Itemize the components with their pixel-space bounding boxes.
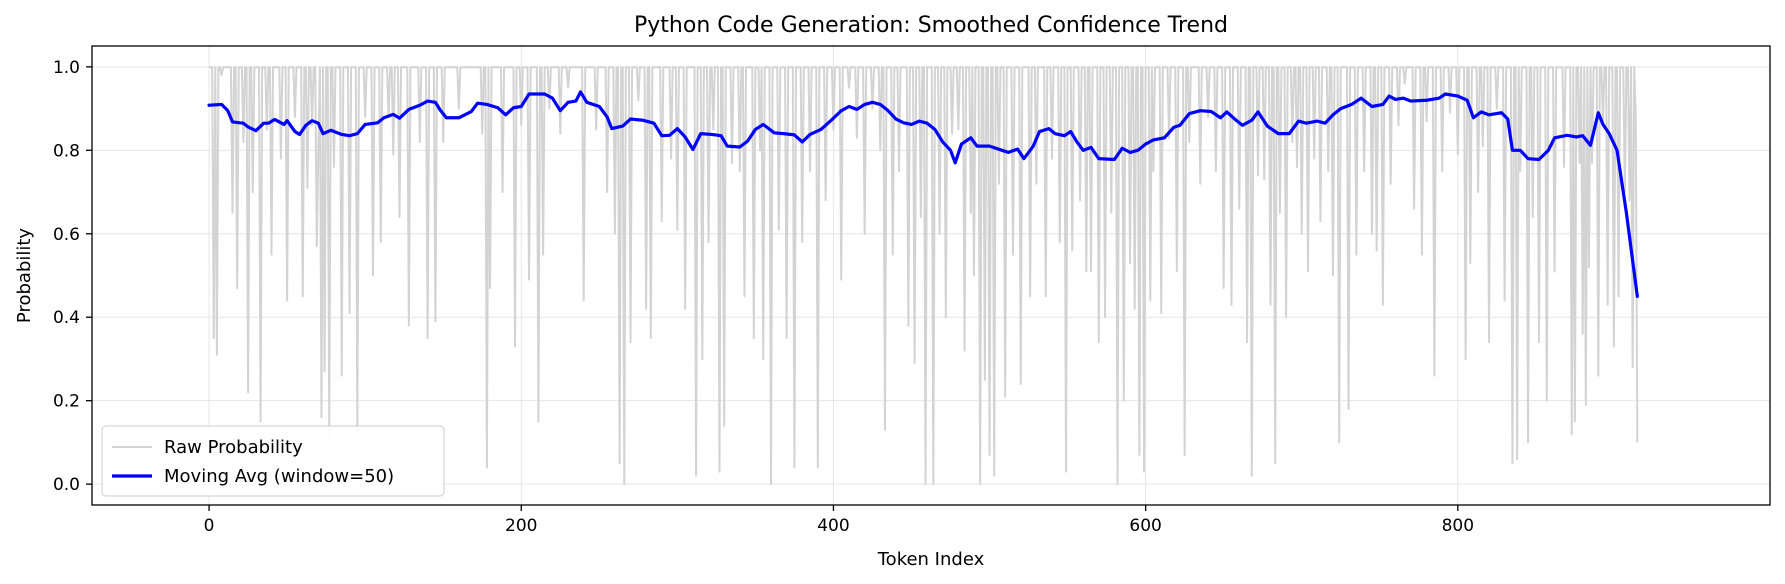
legend-box (101, 425, 445, 497)
y-tick-label: 0.2 (53, 392, 80, 412)
y-tick-label: 0.4 (53, 308, 80, 328)
legend-entry: Moving Avg (window=50) (164, 466, 394, 487)
x-axis-title: Token Index (877, 549, 985, 570)
plot-area (207, 66, 1639, 486)
y-tick-label: 0.6 (53, 225, 80, 245)
y-tick-label: 0.0 (53, 475, 80, 495)
x-tick-label: 0 (204, 516, 215, 536)
axes: 0 200 400 600 800 0.0 0.2 0.4 0.6 0.8 1.0 (53, 45, 1771, 536)
y-tick-label: 1.0 (53, 58, 80, 78)
axes-frame (91, 45, 1771, 506)
chart-title: Python Code Generation: Smoothed Confide… (634, 13, 1228, 38)
legend-entry: Raw Probability (164, 437, 303, 458)
y-axis-title: Probability (14, 228, 35, 323)
moving-average-line (207, 90, 1639, 298)
legend: Raw Probability Moving Avg (window=50) (101, 425, 445, 497)
x-tick-label: 800 (1442, 516, 1474, 536)
x-tick-label: 400 (817, 516, 849, 536)
x-tick-label: 200 (505, 516, 537, 536)
raw-probability-line (209, 66, 1639, 486)
y-tick-label: 0.8 (53, 141, 80, 161)
x-tick-label: 600 (1129, 516, 1161, 536)
